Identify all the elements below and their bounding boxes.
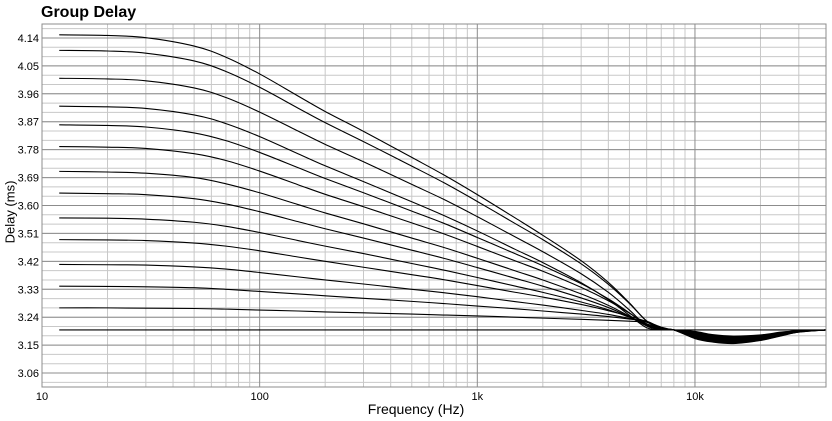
series-line-5 [59,124,827,342]
x-axis-label: Frequency (Hz) [367,401,465,417]
x-tick-label: 1k [471,391,483,403]
series-line-6 [59,146,827,342]
y-tick-label: 3.42 [18,256,39,268]
series-line-4 [59,105,827,343]
series-line-7 [59,170,827,341]
y-tick-label: 3.69 [18,173,39,185]
y-tick-label: 3.96 [18,89,39,101]
y-tick-label: 3.15 [18,340,39,352]
y-tick-label: 3.87 [18,117,39,129]
y-tick-label: 4.14 [18,33,39,45]
y-axis-label: Delay (ms) [2,180,18,244]
y-tick-label: 3.24 [18,312,39,324]
x-tick-label: 100 [250,391,268,403]
y-tick-label: 4.05 [18,61,39,73]
series-line-2 [59,49,827,344]
y-tick-label: 3.51 [18,228,39,240]
series-line-12 [59,285,827,338]
series-line-13 [59,307,827,337]
x-tick-label: 10 [36,391,48,403]
series-line-1 [59,34,827,345]
series-line-10 [59,239,827,339]
y-tick-label: 3.06 [18,368,39,380]
series-line-3 [59,77,827,343]
y-tick-label: 3.78 [18,145,39,157]
y-tick-label: 3.33 [18,284,39,296]
series-line-9 [59,217,827,340]
series-line-11 [59,263,827,338]
x-tick-label: 10k [686,391,704,403]
series-line-8 [59,192,827,340]
plot-border [41,23,827,388]
y-tick-label: 3.60 [18,201,39,213]
chart-title: Group Delay [41,4,137,21]
